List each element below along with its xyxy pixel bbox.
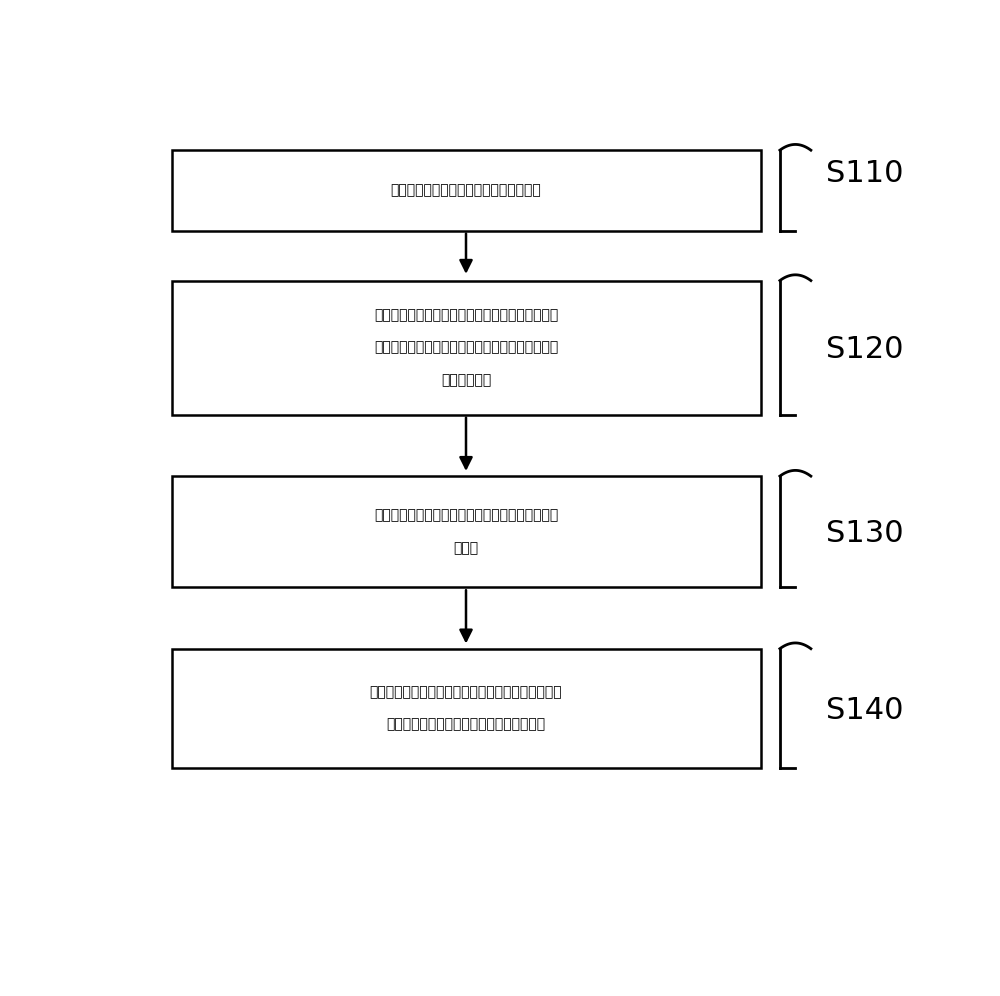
Text: S110: S110 xyxy=(826,158,904,187)
FancyBboxPatch shape xyxy=(172,281,761,414)
Text: 通道信号数据: 通道信号数据 xyxy=(441,373,491,386)
Text: S130: S130 xyxy=(826,519,904,548)
Text: 根据所述多通道软件无线电接收机设置的工作参数: 根据所述多通道软件无线电接收机设置的工作参数 xyxy=(374,309,558,323)
Text: S140: S140 xyxy=(826,695,904,724)
Text: 设置多通道软件无线电接收机的工作参数: 设置多通道软件无线电接收机的工作参数 xyxy=(391,183,541,197)
FancyBboxPatch shape xyxy=(172,150,761,231)
FancyBboxPatch shape xyxy=(172,648,761,768)
Text: 得到所述外辐射源雷达信号的检测定位结果: 得到所述外辐射源雷达信号的检测定位结果 xyxy=(386,717,546,731)
Text: 通过接口转换器将所述多通道信号数据传输至移动: 通过接口转换器将所述多通道信号数据传输至移动 xyxy=(374,509,558,523)
Text: S120: S120 xyxy=(826,335,904,365)
Text: 对外辐射源雷达信号进行多通道同步采集，得到多: 对外辐射源雷达信号进行多通道同步采集，得到多 xyxy=(374,341,558,355)
Text: 工作站: 工作站 xyxy=(453,541,479,555)
FancyBboxPatch shape xyxy=(172,476,761,588)
Text: 由所述移动工作站对所述多通道信号数据进行处理，: 由所述移动工作站对所述多通道信号数据进行处理， xyxy=(370,685,562,699)
